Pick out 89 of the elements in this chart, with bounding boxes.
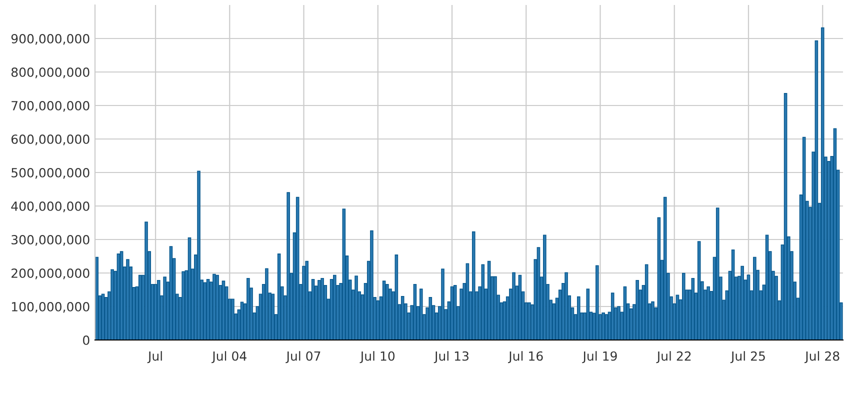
y-tick-label: 400,000,000 — [11, 201, 90, 212]
bar — [518, 274, 522, 340]
bar — [820, 27, 824, 340]
bar — [453, 284, 457, 340]
bar — [731, 249, 735, 340]
bar — [494, 276, 497, 340]
bar — [697, 241, 701, 340]
bar — [394, 254, 398, 340]
bar — [636, 280, 639, 340]
bar — [802, 136, 806, 340]
bar — [753, 256, 756, 340]
y-tick-label: 700,000,000 — [12, 100, 90, 112]
bar — [370, 230, 374, 340]
bar — [182, 271, 185, 340]
bar — [765, 234, 769, 340]
bar — [342, 208, 346, 340]
x-tick-label: Jul 19 — [582, 351, 617, 364]
bar — [354, 276, 358, 340]
bar — [716, 208, 720, 340]
bar — [466, 263, 470, 340]
x-tick-label: Jul — [147, 351, 162, 364]
bar — [784, 93, 788, 340]
bar — [663, 196, 667, 340]
bar — [126, 259, 130, 340]
bar — [144, 222, 148, 340]
bar — [216, 274, 219, 340]
bar — [564, 272, 568, 340]
bar — [651, 301, 654, 340]
bar — [95, 256, 99, 340]
x-tick-label: Jul 07 — [286, 351, 320, 364]
bar — [156, 280, 160, 340]
x-tick-label: Jul 16 — [508, 351, 543, 364]
bar — [413, 284, 417, 340]
bar — [536, 247, 540, 340]
bar — [814, 40, 818, 340]
y-tick-label: 0 — [83, 335, 90, 345]
bar — [110, 269, 114, 340]
bar — [246, 278, 250, 340]
bar — [481, 264, 485, 340]
bar — [305, 260, 309, 340]
y-tick-label: 300,000,000 — [12, 234, 90, 246]
bar — [188, 237, 192, 340]
bar — [596, 265, 599, 340]
y-tick-label: 200,000,000 — [12, 268, 90, 280]
bar — [586, 288, 590, 340]
y-tick-label: 500,000,000 — [12, 168, 90, 179]
bar — [286, 192, 290, 340]
y-tick-label: 100,000,000 — [12, 302, 90, 313]
bar — [265, 268, 268, 340]
bar — [169, 246, 173, 340]
bar — [543, 234, 546, 340]
bar — [277, 253, 281, 340]
bar — [450, 286, 454, 340]
bar — [512, 272, 516, 340]
x-tick-label: Jul 13 — [434, 351, 468, 364]
bar — [231, 298, 234, 340]
bar — [602, 312, 605, 340]
bar — [644, 264, 648, 340]
bar — [740, 266, 744, 340]
bar — [657, 217, 661, 340]
bar — [382, 280, 386, 340]
x-tick-label: Jul 25 — [730, 351, 765, 364]
bar — [682, 272, 686, 340]
bar — [487, 260, 491, 340]
bar — [576, 296, 580, 340]
x-tick-label: Jul 28 — [804, 351, 840, 364]
x-tick-label: Jul 04 — [212, 351, 246, 364]
y-tick-label: 800,000,000 — [11, 67, 90, 78]
bar — [318, 280, 321, 340]
bar — [197, 170, 200, 340]
bar — [528, 302, 531, 340]
bar — [610, 292, 614, 340]
bar — [617, 306, 620, 340]
bar — [441, 268, 444, 340]
bar — [271, 294, 275, 340]
bar — [386, 284, 389, 340]
x-tick-label: Jul 10 — [360, 351, 395, 364]
bar — [212, 274, 216, 340]
bar — [419, 288, 423, 340]
bar — [333, 274, 336, 340]
x-tick-label: Jul 22 — [656, 351, 691, 364]
bar — [472, 231, 476, 340]
bar — [623, 286, 627, 340]
bar — [330, 278, 334, 340]
bar — [320, 278, 324, 340]
bar — [163, 276, 166, 340]
y-tick-label: 600,000,000 — [11, 134, 90, 146]
bar — [296, 196, 300, 340]
y-tick-label: 900,000,000 — [11, 34, 90, 45]
